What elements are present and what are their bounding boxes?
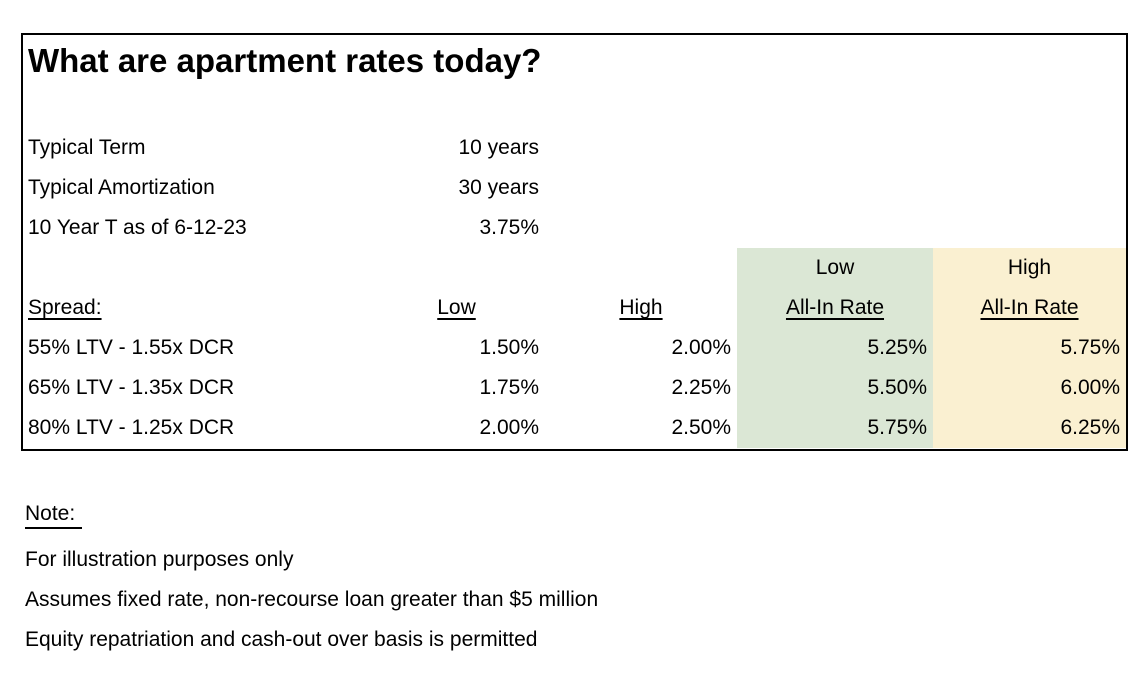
- empty-cell: [545, 128, 737, 168]
- header-high: High: [545, 288, 737, 328]
- header-high-all-in-rate: All-In Rate: [933, 288, 1126, 328]
- header-low-all-in-rate: All-In Rate: [737, 288, 933, 328]
- note-line: For illustration purposes only: [25, 548, 294, 571]
- empty-cell: [933, 168, 1126, 208]
- cell-low-spread: 1.50%: [479, 336, 539, 359]
- info-label-10yr-treasury: 10 Year T as of 6-12-23: [28, 216, 247, 239]
- note-section: Note: For illustration purposes only Ass…: [25, 500, 598, 660]
- empty-cell: [545, 168, 737, 208]
- cell-low-all-in: 5.75%: [737, 408, 933, 448]
- cell-high-spread: 2.50%: [671, 416, 731, 439]
- header-high-spread-label: High: [619, 296, 663, 319]
- rates-table-box: What are apartment rates today? Typical …: [21, 33, 1128, 451]
- empty-cell: [545, 248, 737, 288]
- cell-low-spread: 1.75%: [479, 376, 539, 399]
- header-low-label: Low: [815, 256, 855, 279]
- note-line: Assumes fixed rate, non-recourse loan gr…: [25, 588, 599, 611]
- cell-high-all-in: 6.00%: [933, 368, 1126, 408]
- row-label: 80% LTV - 1.25x DCR: [28, 416, 235, 439]
- info-value-typical-amortization: 30 years: [458, 176, 539, 199]
- info-label-typical-amortization: Typical Amortization: [28, 176, 215, 199]
- info-value-10yr-treasury: 3.75%: [479, 216, 539, 239]
- cell-high-all-in: 5.75%: [933, 328, 1126, 368]
- cell-low-all-in: 5.25%: [737, 328, 933, 368]
- header-low-all-in-rate-label: All-In Rate: [785, 296, 885, 319]
- rates-grid: Typical Term 10 years Typical Amortizati…: [23, 88, 1126, 448]
- empty-cell: [368, 248, 545, 288]
- cell-low-spread: 2.00%: [479, 416, 539, 439]
- header-low-all-in-top: Low: [737, 248, 933, 288]
- empty-cell: [933, 208, 1126, 248]
- cell-low-all-in: 5.50%: [737, 368, 933, 408]
- empty-cell: [737, 208, 933, 248]
- page-title: What are apartment rates today?: [28, 42, 542, 79]
- cell-high-all-in: 6.25%: [933, 408, 1126, 448]
- note-heading-row: Note:: [25, 500, 598, 540]
- row-label: 65% LTV - 1.35x DCR: [28, 376, 235, 399]
- header-high-all-in-top: High: [933, 248, 1126, 288]
- info-value-typical-term: 10 years: [458, 136, 539, 159]
- empty-cell: [737, 168, 933, 208]
- header-low: Low: [368, 288, 545, 328]
- note-line: Equity repatriation and cash-out over ba…: [25, 628, 538, 651]
- empty-cell: [23, 248, 368, 288]
- row-label: 55% LTV - 1.55x DCR: [28, 336, 235, 359]
- empty-cell: [933, 128, 1126, 168]
- info-label-typical-term: Typical Term: [28, 136, 146, 159]
- empty-cell: [545, 208, 737, 248]
- header-low-spread-label: Low: [437, 296, 476, 319]
- spacer-row: [23, 88, 1126, 128]
- cell-high-spread: 2.00%: [671, 336, 731, 359]
- empty-cell: [737, 128, 933, 168]
- header-high-label: High: [1007, 256, 1052, 279]
- cell-high-spread: 2.25%: [671, 376, 731, 399]
- header-high-all-in-rate-label: All-In Rate: [980, 296, 1079, 319]
- note-heading: Note:: [25, 500, 83, 529]
- header-spread-label: Spread:: [28, 296, 102, 319]
- header-spread: Spread:: [23, 288, 368, 328]
